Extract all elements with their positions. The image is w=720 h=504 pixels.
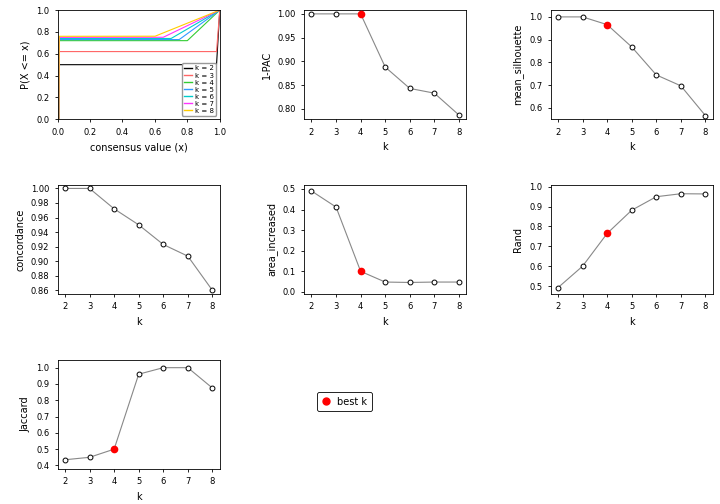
k = 6 xyxy=(131,35,140,41)
X-axis label: k: k xyxy=(629,317,634,327)
Legend: best k: best k xyxy=(317,392,372,411)
k = 2 xyxy=(141,61,150,68)
k = 2 xyxy=(186,61,195,68)
Y-axis label: P(X <= x): P(X <= x) xyxy=(20,40,30,89)
k = 5 xyxy=(212,10,220,16)
k = 7 xyxy=(150,34,158,40)
k = 8 xyxy=(215,7,224,13)
k = 5 xyxy=(53,116,62,122)
k = 6 xyxy=(130,35,139,41)
Line: k = 7: k = 7 xyxy=(58,10,220,119)
k = 5 xyxy=(186,28,195,34)
X-axis label: k: k xyxy=(136,491,142,501)
k = 6 xyxy=(53,116,62,122)
k = 4 xyxy=(212,11,220,17)
k = 6 xyxy=(150,35,158,41)
k = 4 xyxy=(150,38,158,44)
k = 4 xyxy=(130,38,139,44)
k = 8 xyxy=(53,116,62,122)
X-axis label: consensus value (x): consensus value (x) xyxy=(90,142,188,152)
k = 2 xyxy=(215,7,224,13)
k = 4 xyxy=(53,116,62,122)
k = 3 xyxy=(141,48,150,54)
k = 6 xyxy=(141,35,150,41)
Y-axis label: Rand: Rand xyxy=(513,227,523,252)
k = 6 xyxy=(186,24,195,30)
k = 7 xyxy=(212,9,220,15)
Y-axis label: 1-PAC: 1-PAC xyxy=(262,50,271,79)
k = 3 xyxy=(130,48,139,54)
Y-axis label: concordance: concordance xyxy=(15,208,25,271)
k = 3 xyxy=(186,48,195,54)
X-axis label: k: k xyxy=(136,317,142,327)
Line: k = 2: k = 2 xyxy=(58,10,220,119)
k = 3 xyxy=(215,7,224,13)
k = 8 xyxy=(212,9,220,15)
k = 8 xyxy=(131,33,140,39)
k = 4 xyxy=(131,38,140,44)
Y-axis label: area_increased: area_increased xyxy=(266,203,277,276)
Line: k = 3: k = 3 xyxy=(58,10,220,119)
k = 2 xyxy=(130,61,139,68)
Line: k = 8: k = 8 xyxy=(58,10,220,119)
k = 4 xyxy=(141,38,150,44)
k = 8 xyxy=(130,33,139,39)
k = 6 xyxy=(215,7,224,13)
k = 2 xyxy=(131,61,140,68)
k = 4 xyxy=(215,7,224,13)
k = 2 xyxy=(53,116,62,122)
Legend: k = 2, k = 3, k = 4, k = 5, k = 6, k = 7, k = 8: k = 2, k = 3, k = 4, k = 5, k = 6, k = 7… xyxy=(182,64,216,116)
k = 7 xyxy=(215,7,224,13)
Line: k = 4: k = 4 xyxy=(58,10,220,119)
k = 7 xyxy=(131,34,140,40)
k = 2 xyxy=(212,61,220,68)
k = 8 xyxy=(141,33,150,39)
X-axis label: k: k xyxy=(382,317,388,327)
k = 4 xyxy=(186,35,195,41)
k = 7 xyxy=(186,21,195,27)
X-axis label: k: k xyxy=(382,142,388,152)
Y-axis label: Jaccard: Jaccard xyxy=(20,396,30,432)
k = 7 xyxy=(141,34,150,40)
k = 3 xyxy=(131,48,140,54)
k = 5 xyxy=(215,7,224,13)
k = 7 xyxy=(53,116,62,122)
k = 5 xyxy=(150,37,158,43)
k = 3 xyxy=(150,48,158,54)
Line: k = 6: k = 6 xyxy=(58,10,220,119)
Y-axis label: mean_silhouette: mean_silhouette xyxy=(513,24,523,105)
k = 3 xyxy=(53,116,62,122)
k = 5 xyxy=(131,37,140,43)
k = 2 xyxy=(150,61,158,68)
k = 8 xyxy=(186,19,195,25)
Line: k = 5: k = 5 xyxy=(58,10,220,119)
k = 5 xyxy=(141,37,150,43)
k = 7 xyxy=(130,34,139,40)
X-axis label: k: k xyxy=(629,142,634,152)
k = 6 xyxy=(212,10,220,16)
k = 5 xyxy=(130,37,139,43)
k = 3 xyxy=(212,48,220,54)
k = 8 xyxy=(150,33,158,39)
